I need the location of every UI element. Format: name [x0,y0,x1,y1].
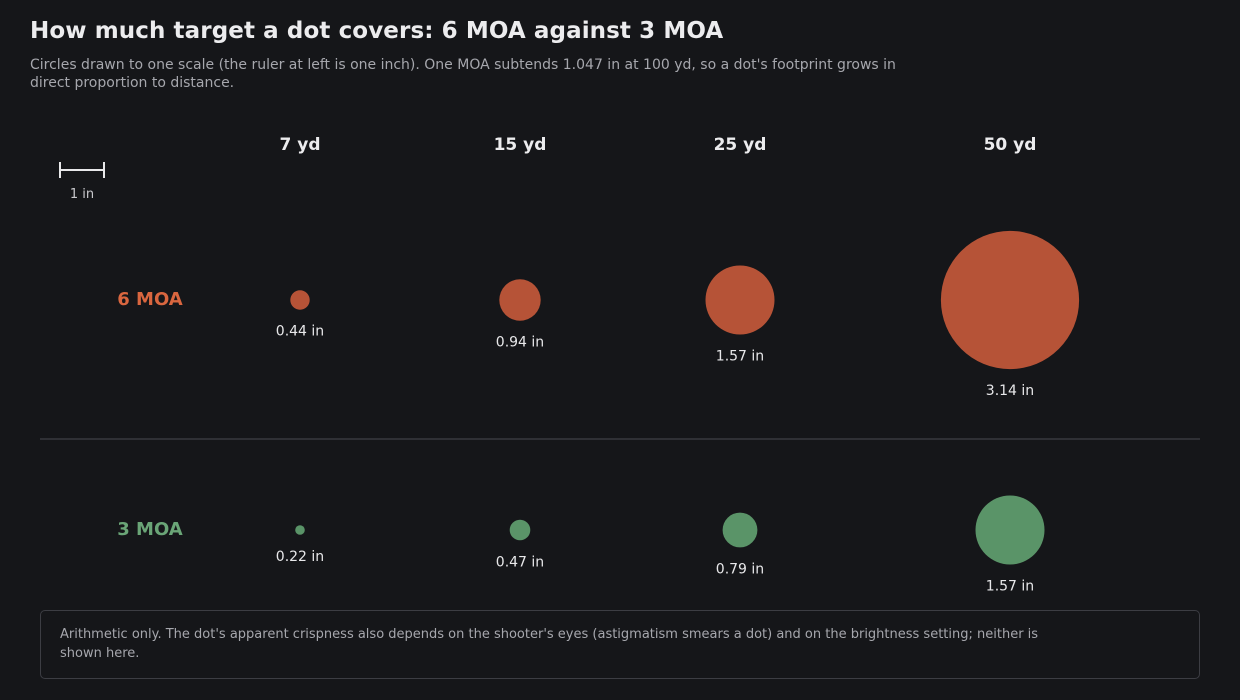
dot-6-moa-25yd [705,265,775,335]
dot-label-6-moa-25yd: 1.57 in [716,349,764,365]
page-title: How much target a dot covers: 6 MOA agai… [30,18,724,44]
dot-3-moa-25yd [722,512,758,548]
dot-label-3-moa-50yd: 1.57 in [986,579,1034,595]
dot-label-3-moa-7yd: 0.22 in [276,549,324,565]
distance-header-50: 50 yd [984,135,1037,155]
row-3-moa: 3 MOA 0.22 in 0.47 in 0.79 in 1.57 in [117,495,1045,595]
footnote-text: Arithmetic only. The dot's apparent cris… [60,627,1039,661]
page-subtitle: Circles drawn to one scale (the ruler at… [30,57,896,91]
row-label-3-moa: 3 MOA [117,519,183,540]
dot-6-moa-50yd [940,230,1080,370]
dot-label-6-moa-15yd: 0.94 in [496,335,544,351]
scale-ruler: 1 in [59,162,105,202]
dot-label-6-moa-50yd: 3.14 in [986,383,1034,399]
row-6-moa: 6 MOA 0.44 in 0.94 in 1.57 in 3.14 in [117,230,1080,399]
distance-header-15: 15 yd [494,135,547,155]
distance-headers: 7 yd 15 yd 25 yd 50 yd [280,135,1037,155]
distance-header-25: 25 yd [714,135,767,155]
distance-header-7: 7 yd [280,135,321,155]
footnote-box: Arithmetic only. The dot's apparent cris… [40,610,1200,679]
ruler-label: 1 in [70,187,94,202]
dot-3-moa-7yd [295,525,305,535]
dot-3-moa-15yd [509,519,531,541]
dot-label-6-moa-7yd: 0.44 in [276,324,324,340]
dot-size-diagram: 1 in 7 yd 15 yd 25 yd 50 yd 6 MOA 0.44 i… [40,135,1200,595]
dot-label-3-moa-15yd: 0.47 in [496,554,544,570]
dot-6-moa-7yd [290,290,310,310]
row-label-6-moa: 6 MOA [117,289,183,310]
dot-6-moa-15yd [499,279,541,321]
dot-3-moa-50yd [975,495,1045,565]
dot-label-3-moa-25yd: 0.79 in [716,561,764,577]
